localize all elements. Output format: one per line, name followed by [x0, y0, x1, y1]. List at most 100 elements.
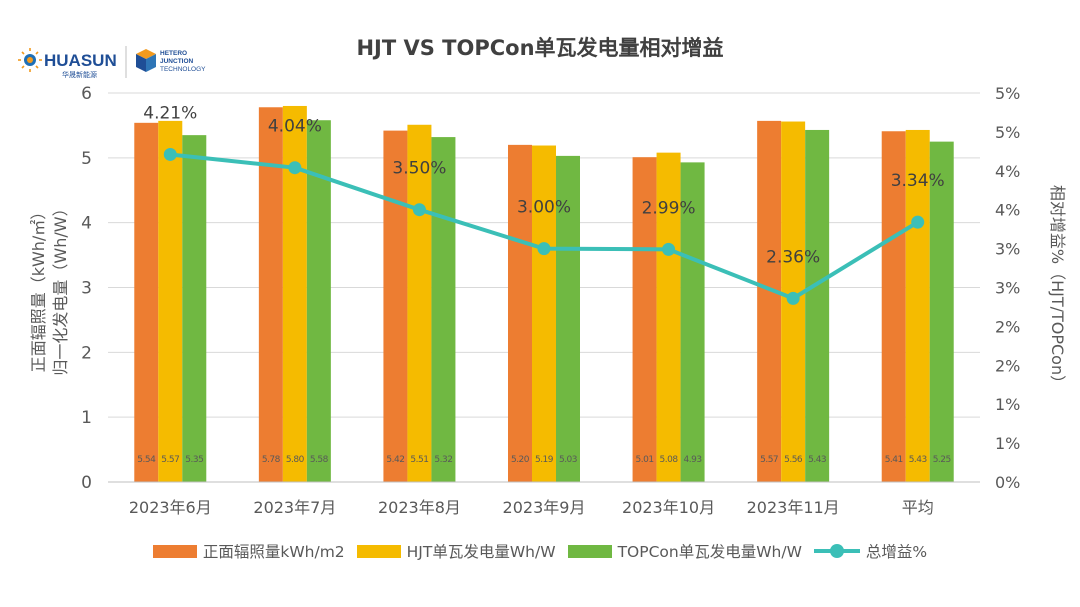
- bar-irradiance: [258, 107, 283, 482]
- bar-value-label: 5.51: [410, 455, 428, 465]
- gain-point: [412, 203, 426, 217]
- y-right-tick-label: 3%: [995, 279, 1020, 298]
- bar-topcon: [431, 137, 456, 482]
- legend: 正面辐照量kWh/m2 HJT单瓦发电量Wh/W TOPCon单瓦发电量Wh/W…: [0, 540, 1080, 562]
- legend-item-topcon: TOPCon单瓦发电量Wh/W: [567, 540, 802, 562]
- bar-value-label: 4.93: [684, 455, 702, 465]
- gain-point: [288, 161, 302, 175]
- x-tick-label: 2023年9月: [503, 498, 586, 517]
- bar-value-label: 5.08: [660, 455, 679, 465]
- bar-irradiance: [383, 130, 408, 482]
- y-right-axis-label: 相对增益%（HJT/TOPCon）: [1048, 185, 1067, 391]
- y-left-tick-label: 4: [81, 214, 92, 234]
- bar-value-label: 5.43: [909, 455, 927, 465]
- bar-hjt: [905, 129, 930, 482]
- legend-swatch-hjt: [356, 544, 401, 558]
- y-right-tick-label: 3%: [995, 240, 1020, 259]
- bar-value-label: 5.35: [185, 455, 203, 465]
- chart-canvas: 0 1 2 3 4 5 6 0% 1% 1% 2% 2% 3% 3% 4% 4% 5% 5% 正面辐照量（kWh/㎡…: [29, 84, 1067, 517]
- y-left-tick-label: 6: [81, 84, 92, 104]
- y-right-tick-label: 5%: [995, 123, 1020, 142]
- bar-value-label: 5.43: [808, 455, 826, 465]
- gain-data-label: 2.99%: [642, 198, 696, 218]
- bar-value-label: 5.01: [636, 455, 654, 465]
- bar-hjt: [532, 145, 556, 482]
- y-left-axis-label: 正面辐照量（kWh/㎡）: [29, 204, 48, 373]
- gain-data-label: 4.21%: [143, 103, 197, 123]
- x-tick-label: 2023年7月: [253, 498, 336, 517]
- bar-hjt: [407, 124, 432, 482]
- legend-label-topcon: TOPCon单瓦发电量Wh/W: [617, 543, 802, 561]
- bar-irradiance: [632, 157, 657, 482]
- gain-point: [911, 215, 925, 229]
- y-left-tick-label: 0: [81, 473, 92, 493]
- logo-sub-line: JUNCTION: [160, 58, 194, 65]
- bar-irradiance: [508, 144, 532, 482]
- logo-sub-line: HETERO: [160, 50, 187, 57]
- bar-irradiance: [881, 131, 906, 483]
- bar-value-label: 5.57: [161, 455, 179, 465]
- brand-name-cn: 华晟新能源: [62, 70, 97, 79]
- y-left-tick-label: 2: [81, 343, 92, 363]
- legend-label-gain: 总增益%: [865, 543, 928, 561]
- bar-topcon: [929, 141, 954, 482]
- gain-point: [786, 291, 800, 305]
- bar-topcon: [805, 129, 830, 482]
- bar-value-label: 5.57: [760, 455, 778, 465]
- gain-data-label: 3.50%: [392, 159, 446, 179]
- gain-point: [163, 147, 177, 161]
- y-left-axis-label: 归一化发电量（Wh/W）: [51, 200, 70, 375]
- bar-irradiance: [757, 120, 782, 483]
- y-right-tick-label: 4%: [995, 201, 1020, 220]
- gain-data-label: 4.04%: [268, 117, 322, 137]
- bar-topcon: [182, 135, 207, 482]
- x-tick-label: 平均: [902, 498, 934, 517]
- legend-item-gain: 总增益%: [813, 540, 928, 562]
- bar-irradiance: [134, 122, 159, 482]
- bar-value-label: 5.58: [310, 455, 329, 465]
- y-right-tick-label: 2%: [995, 356, 1020, 375]
- legend-item-hjt: HJT单瓦发电量Wh/W: [356, 540, 556, 562]
- x-tick-label: 2023年11月: [747, 498, 840, 517]
- y-right-tick-label: 2%: [995, 317, 1020, 336]
- y-left-tick-label: 5: [81, 149, 92, 169]
- bar-value-label: 5.56: [784, 455, 803, 465]
- y-right-tick-label: 4%: [995, 162, 1020, 181]
- x-tick-label: 2023年8月: [378, 498, 461, 517]
- legend-swatch-gain: [813, 544, 860, 558]
- bar-value-label: 5.03: [559, 455, 577, 465]
- gain-data-label: 2.36%: [766, 247, 820, 267]
- x-tick-label: 2023年10月: [622, 498, 715, 517]
- y-right-tick-label: 5%: [995, 84, 1020, 103]
- y-right-tick-label: 1%: [995, 395, 1020, 414]
- y-left-tick-label: 3: [81, 279, 92, 299]
- bar-hjt: [158, 120, 183, 483]
- legend-item-irradiance: 正面辐照量kWh/m2: [152, 540, 345, 562]
- y-right-tick-label: 0%: [995, 473, 1020, 492]
- bar-value-label: 5.78: [262, 455, 281, 465]
- bar-value-label: 5.32: [434, 455, 452, 465]
- legend-label-irradiance: 正面辐照量kWh/m2: [202, 543, 345, 561]
- legend-swatch-irradiance: [152, 544, 197, 558]
- bar-hjt: [656, 152, 681, 482]
- hjt-cube-icon: [136, 49, 156, 72]
- gain-point: [537, 242, 551, 256]
- logo-sub-line: TECHNOLOGY: [160, 66, 206, 73]
- bar-value-label: 5.20: [511, 455, 530, 465]
- sun-icon: [18, 48, 42, 72]
- bar-value-label: 5.54: [137, 455, 156, 465]
- y-left-tick-label: 1: [81, 408, 92, 428]
- bar-topcon: [556, 155, 580, 482]
- bar-value-label: 5.80: [286, 455, 305, 465]
- x-tick-label: 2023年6月: [129, 498, 212, 517]
- y-right-tick-label: 1%: [995, 434, 1020, 453]
- gain-point: [662, 242, 676, 256]
- bar-topcon: [680, 162, 705, 482]
- legend-label-hjt: HJT单瓦发电量Wh/W: [406, 543, 556, 561]
- bar-value-label: 5.41: [885, 455, 903, 465]
- gain-data-label: 3.34%: [891, 171, 945, 191]
- legend-swatch-topcon: [567, 544, 612, 558]
- bar-value-label: 5.19: [535, 455, 554, 465]
- huasun-logo: HUASUN 华晟新能源 HETERO JUNCTION TECHNOLOGY: [18, 46, 206, 79]
- bar-value-label: 5.42: [386, 455, 404, 465]
